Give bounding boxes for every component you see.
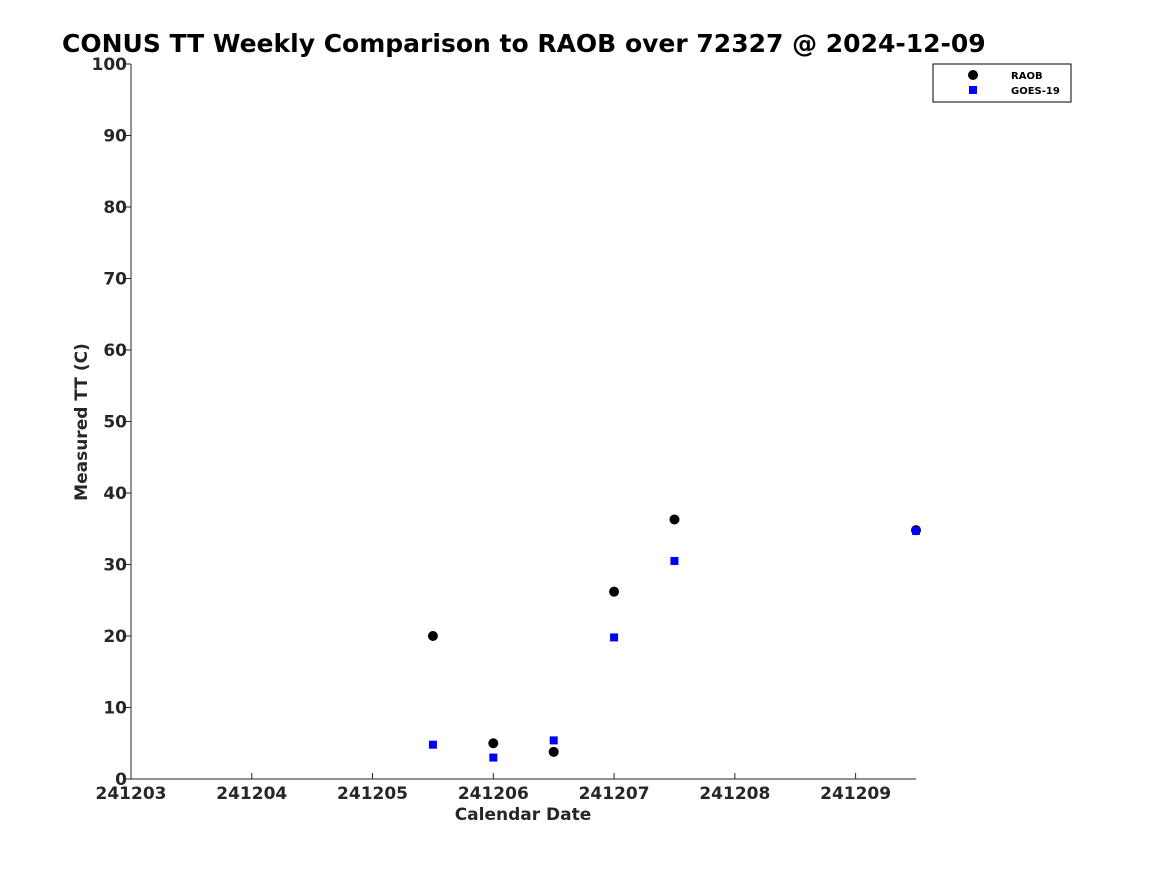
y-tick-label: 20 [103, 627, 127, 647]
x-axis-label: Calendar Date [455, 805, 592, 825]
data-points [427, 514, 921, 762]
y-tick-label: 90 [103, 127, 127, 147]
x-tick-label: 241207 [579, 784, 650, 804]
chart-title: CONUS TT Weekly Comparison to RAOB over … [62, 29, 986, 58]
y-tick-label: 70 [103, 270, 127, 290]
y-tick-label: 80 [103, 198, 127, 218]
x-ticks: 241203 241204 241205 241206 241207 241208 2412… [96, 773, 891, 804]
goes-19-point [489, 753, 498, 762]
goes-19-point [912, 526, 920, 535]
goes-19-point [670, 556, 679, 565]
goes-19-point [610, 633, 619, 642]
goes-19-point [428, 740, 437, 749]
x-tick-label: 241208 [699, 784, 770, 804]
y-tick-label: 100 [92, 55, 128, 75]
y-tick-label: 60 [103, 341, 127, 361]
y-tick-label: 10 [103, 699, 127, 719]
x-tick-label: 241204 [216, 784, 287, 804]
legend: RAOB GOES-19 [932, 63, 1072, 103]
y-tick-label: 0 [115, 770, 127, 790]
legend-label-goes-19: GOES-19 [1011, 86, 1060, 97]
x-tick-label: 241209 [820, 784, 891, 804]
y-ticks: 0 10 20 30 40 50 60 70 80 90 100 [92, 55, 131, 790]
legend-label-raob: RAOB [1011, 71, 1043, 82]
legend-marker-goes-19 [969, 86, 977, 94]
y-tick-label: 40 [103, 484, 127, 504]
legend-marker-raob [968, 70, 978, 80]
x-tick-label: 241206 [458, 784, 529, 804]
raob-point [548, 746, 559, 757]
goes-19-point [549, 736, 558, 745]
raob-point [427, 631, 438, 641]
y-tick-label: 30 [103, 556, 127, 576]
y-axis-label: Measured TT (C) [72, 343, 92, 501]
x-tick-label: 241205 [337, 784, 408, 804]
y-tick-label: 50 [103, 413, 127, 433]
axes [130, 64, 916, 780]
raob-point [669, 514, 680, 525]
x-tick-label: 241203 [96, 784, 167, 804]
legend-box [932, 63, 1072, 103]
raob-point [488, 738, 499, 749]
raob-point [609, 586, 620, 597]
